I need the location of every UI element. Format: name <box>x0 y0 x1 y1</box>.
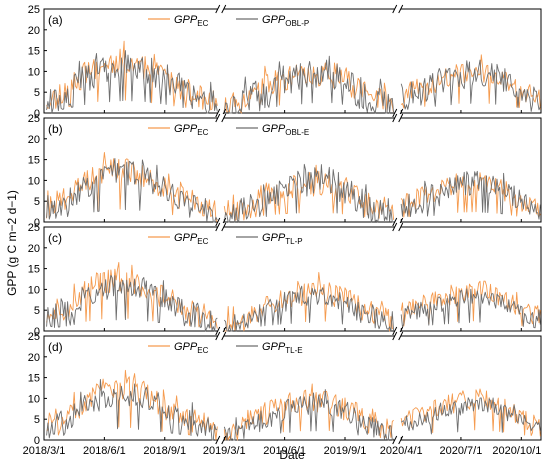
panel-c: 0 5 10 15 20 25 (c) GPPEC GPPTL-P <box>28 222 542 338</box>
panels-group: 0 5 10 15 20 25 (a) GPPEC GPPOBL-P 0 5 10 15 20 25 (b) G… <box>28 4 542 447</box>
y-tick-label: 20 <box>28 243 40 255</box>
x-tick-label: 2018/3/1 <box>23 445 66 457</box>
legend-entry-tl-p: GPPTL-P <box>262 232 303 246</box>
series-obl-p <box>46 50 541 114</box>
series-line-ec-seg3 <box>400 54 541 110</box>
legend-entry-tl-e: GPPTL-E <box>262 341 303 355</box>
series-line-obl-p-seg1 <box>46 50 218 114</box>
y-tick-label: 25 <box>28 331 40 343</box>
axis-break-mark <box>392 113 404 123</box>
series-line-tl-e-seg3 <box>400 397 541 435</box>
legend: GPPEC GPPTL-P <box>148 232 303 246</box>
series-line-tl-p-seg3 <box>400 288 541 329</box>
series-line-ec-seg2 <box>223 383 394 441</box>
y-tick-label: 15 <box>28 155 40 167</box>
y-tick-label: 10 <box>28 66 40 78</box>
legend-entry-ec: GPPEC <box>174 232 209 246</box>
series-line-ec-seg2 <box>224 271 394 332</box>
series-line-ec-seg1 <box>46 369 218 441</box>
series-line-obl-p-seg3 <box>400 59 541 112</box>
legend-entry-ec: GPPEC <box>174 341 209 355</box>
legend-entry-obl-e: GPPOBL-E <box>262 123 309 137</box>
x-tick-labels: 2018/3/1 2018/6/1 2018/9/1 2019/3/1 2019/6/1… <box>23 445 542 457</box>
y-tick-label: 25 <box>28 113 40 125</box>
series-line-obl-e-seg3 <box>400 170 541 220</box>
x-tick-label: 2018/9/1 <box>143 445 186 457</box>
x-tick-label: 2020/4/1 <box>380 445 423 457</box>
axis-break-mark <box>392 4 404 14</box>
legend: GPPEC GPPOBL-P <box>148 14 309 28</box>
y-tick-label: 5 <box>34 414 40 426</box>
series-line-tl-e-seg2 <box>223 389 394 441</box>
axis-break-mark <box>215 113 227 123</box>
series-ec <box>46 261 541 332</box>
axis-break-mark <box>215 435 227 445</box>
series-line-ec-seg3 <box>400 388 541 437</box>
panel-label: (b) <box>48 122 63 136</box>
series-line-ec-seg1 <box>46 261 218 329</box>
panel-frame <box>43 226 542 332</box>
series-line-tl-p-seg2 <box>223 285 395 332</box>
y-tick-label: 20 <box>28 352 40 364</box>
panel-label: (d) <box>48 340 63 354</box>
x-tick-label: 2020/7/1 <box>440 445 483 457</box>
panel-a: 0 5 10 15 20 25 (a) GPPEC GPPOBL-P <box>28 4 542 120</box>
y-tick-label: 20 <box>28 134 40 146</box>
x-tick-label: 2020/10/1 <box>492 445 541 457</box>
x-tick-label: 2019/9/1 <box>324 445 367 457</box>
x-tick-label: 2019/3/1 <box>203 445 246 457</box>
panel-label: (a) <box>48 13 63 27</box>
y-tick-label: 15 <box>28 46 40 58</box>
series-line-ec-seg1 <box>46 151 218 223</box>
series-line-ec-seg2 <box>223 164 395 221</box>
series-tl-e <box>46 378 541 441</box>
legend: GPPEC GPPTL-E <box>148 341 303 355</box>
y-tick-label: 25 <box>28 4 40 16</box>
series-obl-e <box>46 158 541 223</box>
series-line-obl-e-seg2 <box>223 163 394 223</box>
y-tick-label: 0 <box>34 326 40 338</box>
series-line-tl-p-seg1 <box>46 275 218 332</box>
series-line-tl-e-seg1 <box>46 378 218 441</box>
y-tick-label: 5 <box>34 305 40 317</box>
series-line-obl-p-seg2 <box>223 55 395 114</box>
series-line-obl-e-seg1 <box>46 158 218 223</box>
axis-break-mark <box>392 331 404 341</box>
y-tick-label: 0 <box>34 108 40 120</box>
y-tick-label: 0 <box>34 435 40 447</box>
y-axis-label: GPP (g C m−2 d−1) <box>5 190 19 296</box>
panel-d: 0 5 10 15 20 25 (d) GPPEC GPPTL-E <box>28 331 542 447</box>
panel-label: (c) <box>48 231 62 245</box>
y-tick-label: 10 <box>28 284 40 296</box>
axis-break-mark <box>392 222 404 232</box>
legend-entry-ec: GPPEC <box>174 123 209 137</box>
panel-frame <box>43 335 542 441</box>
axis-break-mark <box>215 4 227 14</box>
y-tick-label: 10 <box>28 393 40 405</box>
y-tick-label: 5 <box>34 87 40 99</box>
legend: GPPEC GPPOBL-E <box>148 123 309 137</box>
y-tick-label: 5 <box>34 196 40 208</box>
y-tick-label: 10 <box>28 175 40 187</box>
panel-frame <box>43 8 542 114</box>
axis-break-mark <box>392 435 404 445</box>
x-tick-label: 2018/6/1 <box>83 445 126 457</box>
series-line-ec-seg3 <box>400 280 541 327</box>
series-line-ec-seg1 <box>46 40 218 111</box>
legend-entry-obl-p: GPPOBL-P <box>262 14 309 28</box>
y-tick-label: 20 <box>28 25 40 37</box>
x-tick-label: 2019/6/1 <box>263 445 306 457</box>
legend-entry-ec: GPPEC <box>174 14 209 28</box>
series-tl-p <box>46 275 541 332</box>
x-axis-label: Date <box>279 448 305 462</box>
axis-break-mark <box>215 222 227 232</box>
axis-break-mark <box>215 331 227 341</box>
y-tick-label: 15 <box>28 264 40 276</box>
y-tick-label: 25 <box>28 222 40 234</box>
y-tick-label: 0 <box>34 217 40 229</box>
panel-frame <box>43 117 542 223</box>
y-tick-label: 15 <box>28 373 40 385</box>
panel-b: 0 5 10 15 20 25 (b) GPPEC GPPOBL-E <box>28 113 542 229</box>
